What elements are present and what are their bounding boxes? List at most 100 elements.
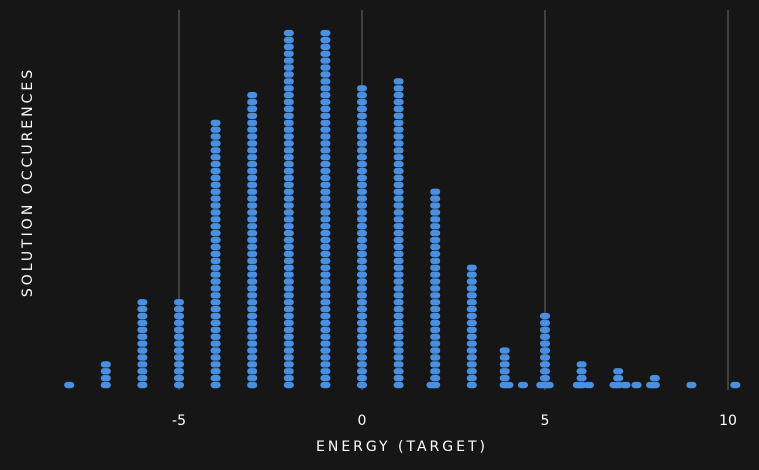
- data-dot: [466, 354, 477, 361]
- x-tick-label: -5: [172, 413, 186, 429]
- data-dot: [210, 319, 221, 327]
- data-dot: [320, 112, 331, 119]
- data-dot: [430, 368, 441, 375]
- data-dot: [613, 381, 624, 389]
- data-dot: [357, 195, 367, 202]
- data-dot: [210, 306, 221, 313]
- data-dot: [393, 167, 404, 175]
- data-dot: [393, 98, 404, 106]
- data-dot: [210, 202, 221, 209]
- data-dot: [210, 181, 221, 188]
- data-dot: [210, 292, 221, 299]
- data-dot: [320, 375, 331, 382]
- data-dot: [393, 292, 404, 299]
- data-dot: [283, 36, 294, 44]
- data-dot: [430, 306, 441, 313]
- data-dot: [210, 381, 221, 389]
- data-dot: [283, 154, 294, 161]
- data-dot: [620, 381, 631, 389]
- data-dot: [320, 271, 331, 278]
- data-dot: [393, 319, 404, 327]
- data-dot: [247, 326, 258, 333]
- grid-lines: [178, 10, 729, 390]
- data-dot: [430, 375, 441, 382]
- data-dot: [499, 354, 510, 361]
- data-dot: [210, 161, 221, 168]
- data-dot: [393, 188, 404, 195]
- data-dot: [357, 264, 367, 271]
- data-dot: [320, 243, 331, 251]
- y-axis-title: SOLUTION OCCURENCES: [20, 67, 36, 297]
- data-dot: [283, 306, 294, 313]
- data-dot: [320, 57, 331, 64]
- data-dot: [320, 306, 331, 313]
- data-dot: [357, 154, 367, 161]
- data-dot: [466, 319, 477, 327]
- data-dot: [247, 174, 258, 182]
- data-dot: [247, 140, 258, 147]
- data-dot: [320, 71, 331, 78]
- data-dot: [430, 299, 441, 306]
- data-dot: [430, 278, 441, 285]
- data-dot: [430, 202, 441, 209]
- data-dot: [393, 333, 404, 340]
- data-dot: [466, 333, 477, 340]
- data-dot: [320, 312, 331, 320]
- data-dot: [320, 333, 331, 340]
- data-dot: [247, 154, 258, 161]
- data-dot: [357, 271, 367, 278]
- data-dot: [357, 319, 367, 327]
- data-dot: [247, 250, 258, 258]
- data-dot: [320, 92, 331, 99]
- data-dot: [174, 375, 184, 382]
- data-dot: [357, 292, 367, 299]
- data-dot: [247, 188, 258, 195]
- data-dot: [210, 347, 221, 354]
- data-dot: [320, 354, 331, 361]
- data-dot: [576, 368, 587, 375]
- data-dot: [137, 312, 148, 320]
- data-dot: [247, 257, 258, 264]
- data-dot: [357, 223, 367, 230]
- data-dot: [210, 126, 221, 133]
- data-dot: [393, 312, 404, 320]
- data-dot: [393, 181, 404, 188]
- data-dot: [357, 299, 367, 306]
- data-dot: [283, 285, 294, 292]
- data-dot: [210, 285, 221, 292]
- data-dot: [247, 278, 258, 285]
- data-dot: [210, 312, 221, 320]
- data-dot: [320, 161, 331, 168]
- data-dot: [430, 243, 441, 251]
- data-dot: [393, 326, 404, 333]
- data-dot: [247, 195, 258, 202]
- data-dot: [393, 126, 404, 133]
- data-dot: [247, 264, 258, 271]
- data-dot: [247, 243, 258, 251]
- data-dot: [247, 312, 258, 320]
- data-dot: [174, 319, 184, 327]
- data-dot: [137, 368, 148, 375]
- data-dot: [283, 105, 294, 113]
- data-dot: [430, 285, 441, 292]
- data-dot: [320, 188, 331, 195]
- data-dot: [320, 299, 331, 306]
- data-dot: [100, 381, 111, 389]
- data-dot: [283, 257, 294, 264]
- data-dot: [320, 85, 331, 92]
- data-dot: [247, 368, 258, 375]
- data-dot: [393, 85, 404, 92]
- data-dot: [174, 361, 184, 368]
- data-dot: [320, 29, 331, 37]
- data-dot: [320, 230, 331, 237]
- data-dot: [357, 133, 367, 140]
- data-dot: [247, 306, 258, 313]
- data-dot: [320, 36, 331, 44]
- data-dot: [393, 299, 404, 306]
- data-dot: [540, 375, 550, 382]
- data-dot: [247, 361, 258, 368]
- data-dot: [430, 230, 441, 237]
- data-dot: [283, 64, 294, 71]
- data-dot: [466, 264, 477, 271]
